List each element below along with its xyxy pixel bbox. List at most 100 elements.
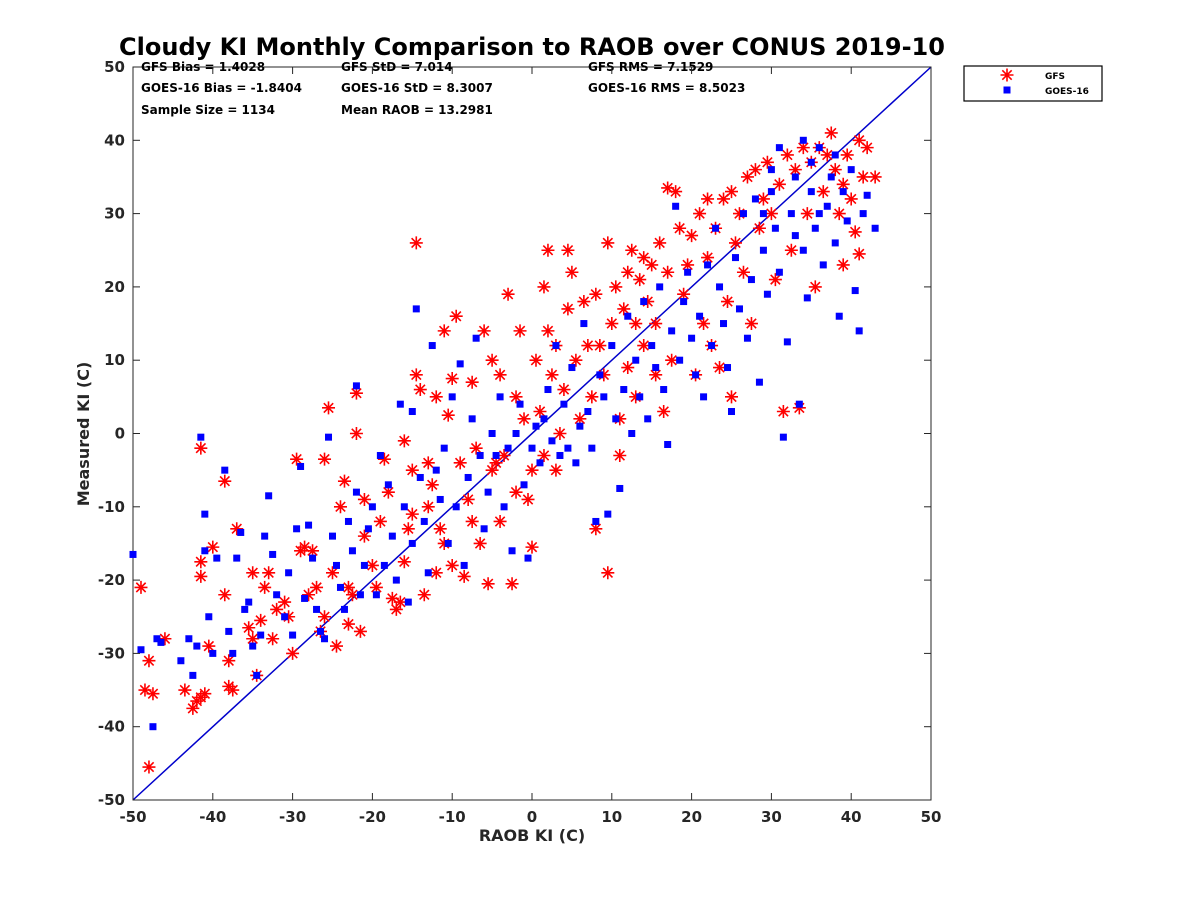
goes16-point [293, 525, 301, 533]
gfs-point [541, 324, 555, 338]
y-tick-label: -50 [98, 791, 125, 809]
goes16-point [807, 158, 815, 166]
gfs-point [457, 569, 471, 583]
y-tick-label: -40 [98, 718, 125, 736]
gfs-point [365, 558, 379, 572]
goes16-point [576, 422, 584, 430]
goes16-point [313, 605, 321, 613]
gfs-point [665, 353, 679, 367]
goes16-point [340, 605, 348, 613]
gfs-point [725, 185, 738, 199]
goes16-point [648, 342, 656, 350]
gfs-point [629, 317, 643, 331]
gfs-point [329, 639, 343, 653]
gfs-point [637, 251, 651, 265]
gfs-point [736, 265, 750, 279]
goes16-point [480, 525, 488, 533]
gfs-point [772, 177, 786, 191]
gfs-point [461, 492, 475, 506]
gfs-point [776, 405, 790, 419]
goes16-point [237, 528, 245, 536]
goes16-point [253, 671, 261, 679]
gfs-point [246, 632, 260, 646]
gfs-point [713, 361, 727, 375]
gfs-point [429, 390, 443, 404]
goes16-point [676, 356, 684, 364]
goes16-point [185, 635, 193, 643]
goes16-point [332, 561, 340, 569]
gfs-point [326, 566, 339, 580]
goes16-point [201, 547, 209, 555]
gfs-point [341, 617, 355, 631]
gfs-point [517, 412, 531, 426]
goes16-point [241, 605, 249, 613]
gfs-point [306, 544, 320, 558]
gfs-point [860, 141, 874, 155]
y-tick-label: 0 [115, 425, 125, 443]
goes16-point [472, 334, 480, 342]
goes16-point [656, 283, 664, 291]
goes16-point [811, 224, 819, 232]
y-axis: -50 -40 -30 -20 -10 0 10 20 30 40 50 [98, 58, 931, 809]
goes16-point [261, 532, 269, 540]
goes16-point [863, 191, 871, 199]
gfs-point [290, 452, 304, 466]
gfs-point [218, 474, 232, 488]
gfs-point [545, 368, 559, 382]
goes16-point [831, 239, 839, 247]
gfs-point [577, 295, 591, 309]
gfs-point [784, 243, 798, 257]
stat-text: GFS RMS = 7.1529 [588, 60, 713, 74]
goes16-point [560, 400, 568, 408]
y-tick-label: -20 [98, 571, 125, 589]
gfs-point [226, 683, 240, 697]
goes16-point [249, 642, 257, 650]
goes16-point [815, 144, 823, 152]
gfs-point [437, 536, 451, 550]
gfs-point [349, 427, 363, 440]
goes16-point [580, 320, 588, 328]
gfs-point [353, 624, 367, 638]
gfs-point [677, 287, 691, 301]
goes16-point [728, 408, 735, 416]
goes16-point [552, 342, 560, 350]
goes16-point [735, 305, 743, 313]
y-tick-label: 40 [104, 131, 125, 149]
gfs-point [142, 760, 156, 774]
y-tick-label: 30 [104, 205, 125, 223]
gfs-point [549, 463, 563, 477]
gfs-point [641, 295, 655, 309]
goes16-point [364, 525, 372, 533]
gfs-point [497, 448, 511, 462]
gfs-point [828, 163, 842, 177]
gfs-point [645, 258, 659, 272]
gfs-point [509, 485, 523, 499]
gfs-point [158, 632, 172, 646]
goes16-point [269, 550, 277, 558]
goes16-point [380, 561, 388, 569]
x-tick-label: -50 [119, 808, 146, 826]
gfs-points-layer [134, 126, 882, 774]
goes16-point [456, 360, 464, 368]
gfs-point [473, 536, 487, 550]
gfs-point [405, 463, 419, 477]
gfs-point [385, 591, 399, 605]
gfs-point [377, 452, 391, 466]
gfs-point [856, 170, 870, 184]
goes16-point [297, 462, 305, 470]
goes16-point [855, 327, 863, 335]
goes16-point [851, 287, 859, 295]
gfs-point [597, 368, 611, 382]
gfs-point [533, 405, 547, 419]
goes16-point [500, 503, 508, 511]
goes16-point [488, 430, 496, 437]
gfs-point [246, 566, 260, 580]
x-tick-label: -10 [439, 808, 466, 826]
goes16-point [520, 481, 528, 489]
goes16-point [712, 224, 720, 232]
goes16-point [384, 481, 392, 489]
gfs-point [230, 522, 244, 536]
gfs-point [357, 529, 371, 543]
gfs-point [824, 126, 838, 140]
